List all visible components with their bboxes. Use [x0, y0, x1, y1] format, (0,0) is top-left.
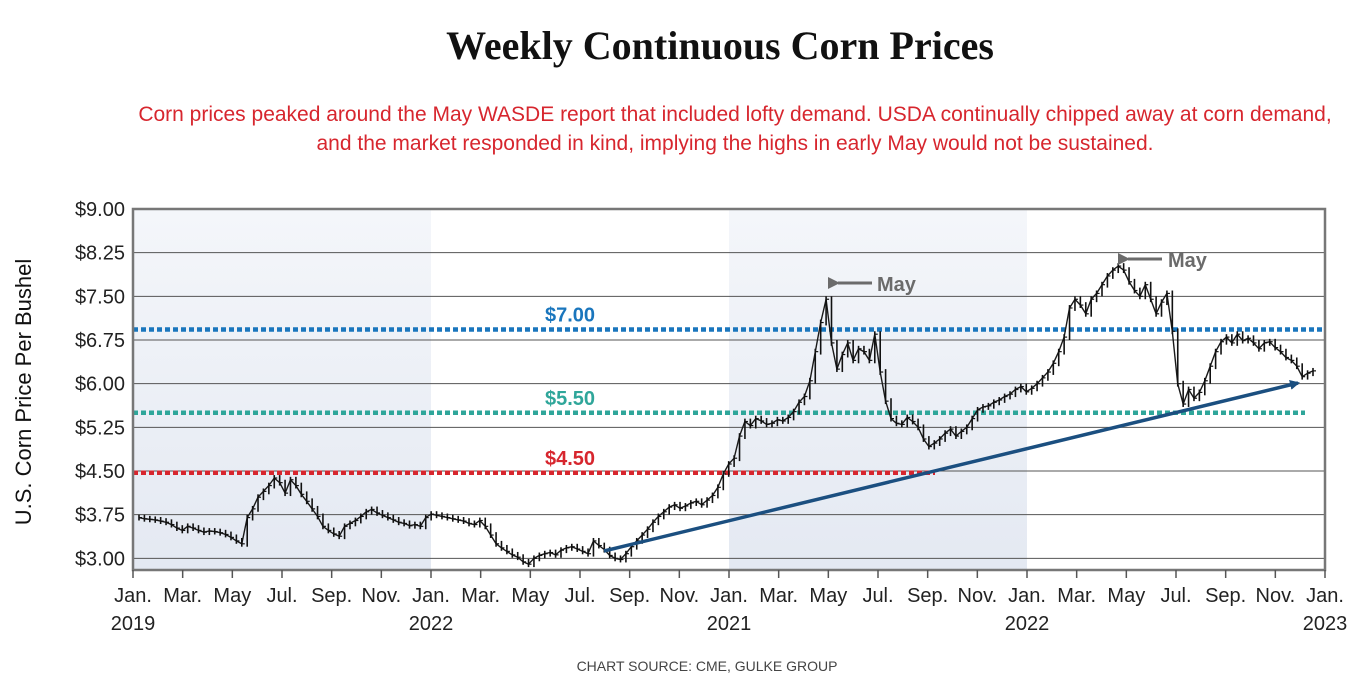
shaded-year-band [729, 209, 1027, 570]
x-tick-label: Jan. [412, 585, 450, 607]
trendline [603, 380, 1300, 553]
x-tick-label: Jan. [1306, 585, 1344, 607]
x-tick-label: May [1107, 585, 1145, 607]
x-tick-label: Jul. [862, 585, 893, 607]
y-tick-label: $6.00 [75, 374, 125, 396]
x-tick-year-label: 2022 [409, 613, 454, 635]
y-tick-label: $9.00 [75, 199, 125, 221]
x-axis: Jan. 2019 Mar. May Jul. Sep. Nov. Jan. 2022 Mar. M… [111, 570, 1348, 635]
x-tick-label: Nov. [660, 585, 700, 607]
trend-arrow [603, 380, 1300, 553]
x-tick-label: Sep. [311, 585, 352, 607]
reference-lines: $7.00 $5.50 $4.50 [133, 305, 1325, 476]
x-tick-year-label: 2021 [707, 613, 752, 635]
x-tick-label: May [809, 585, 847, 607]
x-tick-label: Jul. [266, 585, 297, 607]
y-axis: $9.00 $8.25 $7.50 $6.75 $6.00 $5.25 $4.50 $3.75… [75, 199, 125, 570]
chart-subtitle: Corn prices peaked around the May WASDE … [138, 103, 1332, 155]
x-tick-label: Sep. [907, 585, 948, 607]
y-tick-label: $3.75 [75, 505, 125, 527]
reference-line-label: $7.00 [545, 305, 595, 327]
shaded-year-band [133, 209, 431, 570]
x-tick-label: Mar. [163, 585, 202, 607]
reference-line-label: $5.50 [545, 388, 595, 410]
x-tick-year-label: 2019 [111, 613, 156, 635]
x-tick-label: Jan. [1008, 585, 1046, 607]
y-tick-label: $3.00 [75, 548, 125, 570]
x-tick-label: Nov. [1256, 585, 1296, 607]
reference-line-label: $4.50 [545, 448, 595, 470]
y-axis-label: U.S. Corn Price Per Bushel [11, 259, 36, 526]
x-tick-label: Mar. [1057, 585, 1096, 607]
x-tick-year-label: 2022 [1005, 613, 1050, 635]
chart-title: Weekly Continuous Corn Prices [446, 23, 994, 68]
x-tick-label: Jan. [114, 585, 152, 607]
x-tick-label: Sep. [609, 585, 650, 607]
x-tick-label: Mar. [461, 585, 500, 607]
x-tick-label: May [213, 585, 251, 607]
x-tick-label: May [511, 585, 549, 607]
x-tick-label: Nov. [958, 585, 998, 607]
y-tick-label: $4.50 [75, 461, 125, 483]
y-tick-label: $5.25 [75, 417, 125, 439]
may-2022-label: May [1168, 250, 1208, 272]
x-tick-label: Nov. [362, 585, 402, 607]
y-tick-label: $7.50 [75, 286, 125, 308]
x-tick-label: Jul. [564, 585, 595, 607]
chart-source: CHART SOURCE: CME, GULKE GROUP [576, 658, 838, 674]
x-tick-year-label: 2023 [1303, 613, 1348, 635]
x-tick-label: Jul. [1160, 585, 1191, 607]
may-2021-label: May [877, 274, 917, 296]
annotations: May May [828, 250, 1208, 296]
y-tick-label: $8.25 [75, 243, 125, 265]
x-tick-label: Jan. [710, 585, 748, 607]
y-tick-label: $6.75 [75, 330, 125, 352]
x-tick-label: Mar. [759, 585, 798, 607]
price-series [138, 263, 1316, 568]
x-tick-label: Sep. [1205, 585, 1246, 607]
